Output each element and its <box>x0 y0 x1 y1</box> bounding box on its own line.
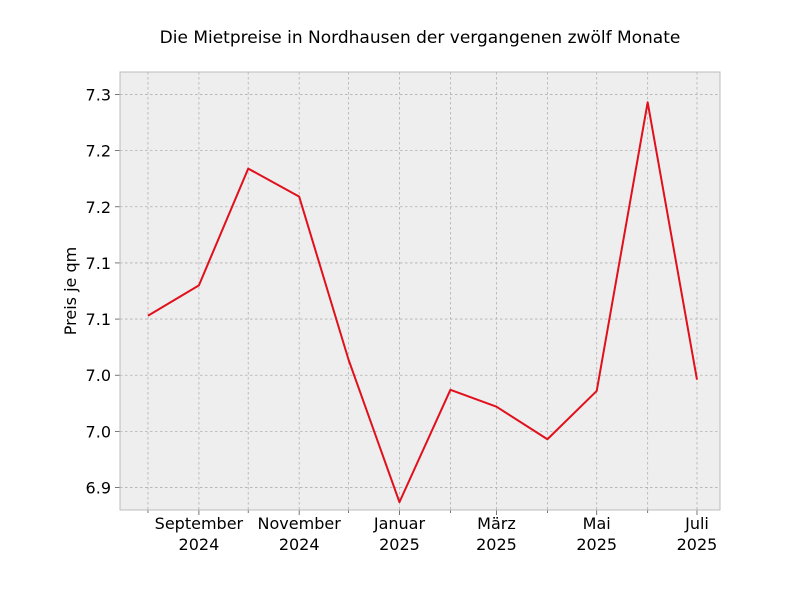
grid <box>120 72 720 510</box>
y-tick-label: 7.1 <box>86 254 111 273</box>
x-tick-label: Juli 2025 <box>677 514 718 554</box>
x-tick-label: November 2024 <box>258 514 342 554</box>
series-line <box>147 101 698 504</box>
y-tick-label: 7.2 <box>86 198 111 217</box>
series-group <box>147 101 698 504</box>
x-tick-label: Januar 2025 <box>373 514 426 554</box>
chart-title: Die Mietpreise in Nordhausen der vergang… <box>160 28 681 48</box>
x-tick-label: März 2025 <box>476 514 517 554</box>
y-tick-label: 7.0 <box>86 422 111 441</box>
y-tick-label: 7.1 <box>86 310 111 329</box>
x-axis-ticks: September 2024 November 2024 Januar 2025 März 2… <box>155 510 718 554</box>
y-axis-label: Preis je qm <box>61 247 80 335</box>
x-tick-label: Mai 2025 <box>576 514 617 554</box>
plot-area <box>120 72 720 510</box>
y-tick-label: 6.9 <box>86 479 111 498</box>
plot-frame <box>119 71 721 511</box>
y-axis-ticks: 6.9 7.0 7.0 7.1 7.1 7.2 7.2 7.3 <box>86 85 120 498</box>
x-tick-label: September 2024 <box>155 514 244 554</box>
y-tick-label: 7.3 <box>86 85 111 104</box>
y-tick-label: 7.0 <box>86 366 111 385</box>
y-tick-label: 7.2 <box>86 142 111 161</box>
